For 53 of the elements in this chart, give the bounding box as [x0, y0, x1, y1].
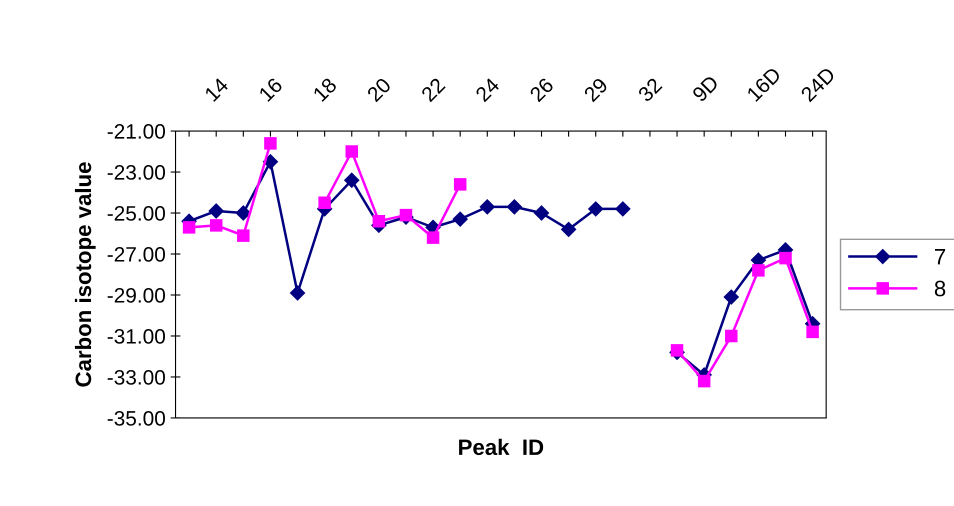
point: [426, 231, 440, 244]
x-tick-label: 18: [312, 76, 338, 102]
y-tick-label: -23.00: [108, 165, 166, 180]
x-tick-label: 14: [204, 76, 230, 102]
point: [264, 137, 277, 150]
point: [724, 289, 739, 305]
x-tick-label: 32: [637, 77, 663, 103]
x-tick-label: 16D: [746, 66, 782, 102]
point: [670, 344, 684, 357]
point: [400, 208, 412, 222]
legend-label: 8: [934, 280, 946, 296]
x-tick-label: 24: [474, 76, 500, 102]
y-tick-label: -35.00: [108, 410, 166, 426]
x-tick-label: 22: [420, 77, 446, 102]
x-tick-label: 16: [258, 76, 284, 102]
y-tick-label: -29.00: [108, 288, 166, 303]
point: [480, 199, 495, 214]
point: [262, 154, 278, 170]
point: [779, 252, 792, 264]
point: [345, 145, 358, 158]
point: [208, 203, 224, 219]
point: [210, 219, 222, 232]
point: [725, 330, 738, 342]
point: [615, 201, 630, 216]
x-tick-label: 24D: [800, 66, 836, 102]
x-axis-title: Peak ID: [459, 438, 544, 456]
y-tick-label: -27.00: [108, 247, 166, 262]
y-tick-label: -33.00: [108, 370, 166, 385]
point: [344, 172, 360, 188]
point: [318, 196, 331, 210]
point: [752, 264, 765, 277]
point: [806, 326, 819, 338]
point: [237, 229, 250, 242]
point: [534, 205, 550, 221]
point: [561, 222, 576, 237]
point: [236, 205, 251, 221]
point: [588, 201, 604, 216]
point: [372, 214, 386, 228]
y-tick-label: -25.00: [108, 206, 166, 221]
point: [506, 199, 522, 214]
point: [290, 285, 306, 301]
x-tick-label: 9D: [692, 74, 720, 102]
y-tick-label: -21.00: [108, 124, 166, 139]
x-tick-label: 20: [366, 76, 392, 102]
point: [182, 221, 196, 234]
y-tick-label: -31.00: [108, 328, 166, 344]
legend-label: 7: [935, 249, 946, 264]
x-tick-label: 26: [528, 76, 554, 102]
point: [452, 212, 468, 227]
point: [454, 178, 466, 191]
point: [698, 374, 710, 388]
x-tick-label: 29: [583, 77, 609, 102]
y-axis-title: Carbon isotope value: [74, 162, 96, 387]
